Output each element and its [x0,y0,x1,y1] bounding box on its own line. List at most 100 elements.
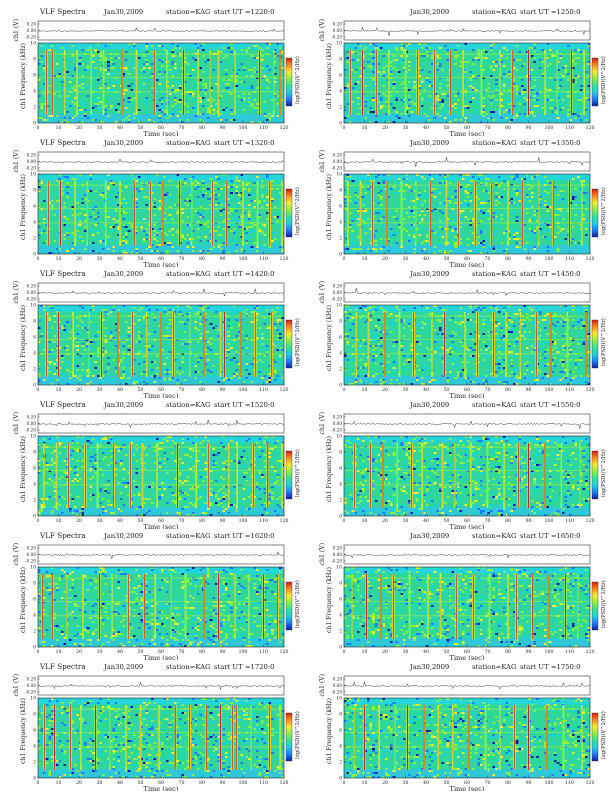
colorbar-label: log(PSD)(V^2/Hz) [294,318,301,366]
x-tick-label: 80 [505,780,511,786]
y-tick-label: 2 [339,761,342,766]
spectrogram-panel-7: VLF Spectra Jan30,2009 station=KAG start UT… [13,400,301,529]
y-tick-label: 4 [33,221,36,226]
x-tick-label: 40 [117,780,123,786]
x-tick-label: 20 [76,649,82,655]
x-tick-label: 10 [362,780,368,786]
x-tick-label: 30 [403,649,409,655]
waveform-tick-label: 0.20 [27,677,37,682]
waveform-tick-label: -0.20 [25,297,36,302]
colorbar [285,581,293,631]
y-tick-label: 10 [30,42,36,47]
sferic-bursts [47,181,283,246]
y-tick-label: 2 [339,106,342,111]
x-tick-label: 40 [117,256,123,262]
x-tick-label: 50 [138,125,144,131]
x-tick-label: 30 [97,518,103,524]
x-tick-label: 20 [382,518,388,524]
waveform-trace [37,550,285,560]
y-tick-label: 4 [33,352,36,357]
x-tick-label: 40 [117,518,123,524]
x-tick-label: 0 [343,649,346,655]
y-tick-label: 4 [339,90,342,95]
y-tick-label: 8 [33,320,36,325]
panel-date: Jan30,2009 [103,401,143,409]
waveform-trace [37,158,285,164]
y-tick-label: 6 [339,74,342,79]
x-tick-label: 90 [526,256,532,262]
x-tick-label: 40 [117,387,123,393]
x-tick-label: 100 [239,125,248,131]
x-tick-label: 120 [586,780,595,786]
y-axis-label: ch1 Frequency (kHz) [20,305,27,371]
x-axis-label: Time (sec) [144,785,179,791]
waveform-tick-label: 0.20 [333,284,343,289]
waveform-ylabel: ch1 (V) [319,674,326,697]
x-tick-label: 80 [199,125,205,131]
x-tick-label: 120 [586,125,595,131]
x-tick-label: 70 [485,256,491,262]
y-tick-label: 6 [33,598,36,603]
y-tick-label: 4 [33,483,36,488]
x-tick-label: 90 [526,125,532,131]
waveform-trace [37,419,285,429]
waveform-tick-label: 0.20 [27,546,37,551]
x-tick-label: 80 [505,256,511,262]
panel-station: station=KAG [166,663,210,671]
x-axis-label: Time (sec) [450,523,485,529]
x-tick-label: 100 [239,518,248,524]
y-tick-label: 6 [33,336,36,341]
x-axis-label: Time (sec) [450,261,485,267]
y-tick-label: 6 [33,729,36,734]
colorbar [591,188,599,238]
waveform-trace [37,26,285,33]
x-tick-label: 120 [586,256,595,262]
sferic-bursts [43,705,281,770]
waveform-tick-label: 0.00 [27,28,37,33]
panel-date: Jan30,2009 [409,8,449,16]
y-tick-label: 8 [339,58,342,63]
sferic-bursts [43,443,283,508]
y-tick-label: 4 [339,352,342,357]
waveform-tick-label: 0.20 [27,415,37,420]
panel-station: station=KAG [472,663,516,671]
waveform-trace [37,288,285,297]
x-tick-label: 0 [37,256,40,262]
x-tick-label: 80 [505,387,511,393]
x-tick-label: 70 [485,780,491,786]
waveform-frame [37,151,285,172]
x-tick-label: 80 [505,518,511,524]
panel-date: Jan30,2009 [103,663,143,671]
waveform-tick-label: -0.20 [25,166,36,171]
y-tick-label: 2 [339,368,342,373]
waveform-tick-label: 0.20 [27,153,37,158]
x-tick-label: 10 [56,518,62,524]
sferic-bursts [349,50,585,116]
y-tick-label: 0 [339,515,342,520]
x-tick-label: 60 [158,125,164,131]
x-tick-label: 110 [259,387,268,393]
waveform-tick-label: -0.20 [25,35,36,40]
y-tick-label: 0 [33,777,36,782]
x-tick-label: 120 [280,387,289,393]
y-axis-label: ch1 Frequency (kHz) [326,174,333,240]
y-tick-label: 6 [33,467,36,472]
waveform-trace [343,420,591,429]
waveform-tick-label: 0.00 [27,290,37,295]
waveform-tick-label: -0.20 [331,559,342,564]
colorbar [285,188,293,238]
x-tick-label: 60 [464,125,470,131]
waveform-ylabel: ch1 (V) [13,150,20,173]
y-tick-label: 4 [339,483,342,488]
x-tick-label: 110 [565,387,574,393]
waveform-ylabel: ch1 (V) [13,674,20,697]
x-tick-label: 40 [117,649,123,655]
y-axis-label: ch1 Frequency (kHz) [326,436,333,502]
x-tick-label: 90 [220,256,226,262]
x-tick-label: 80 [505,125,511,131]
x-tick-label: 0 [343,125,346,131]
x-tick-label: 20 [382,387,388,393]
panel-start-time: start UT =1520:0 [214,401,274,409]
panel-start-time: start UT =1250:0 [520,8,580,16]
y-tick-label: 0 [33,384,36,389]
